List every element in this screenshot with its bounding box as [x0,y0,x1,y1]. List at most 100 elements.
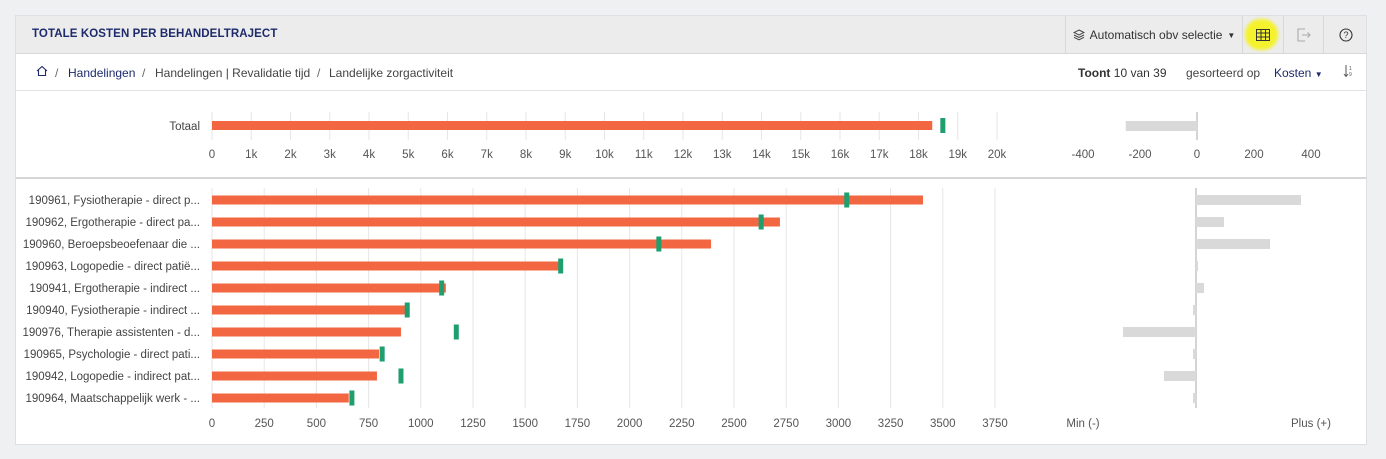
x-tick-label: 12k [674,149,693,161]
layers-icon [1072,29,1085,41]
x-tick-label: 2250 [669,418,695,430]
marker [844,192,850,208]
sort-field: Kosten [1274,66,1312,80]
x-tick-label: 750 [359,418,378,430]
x-tick-label: 13k [713,149,732,161]
selection-label: Automatisch obv selectie [1089,28,1223,42]
x-tick-label: 18k [909,149,928,161]
x-tick-label: 3000 [826,418,852,430]
sort-dropdown[interactable]: Kosten ▼ [1274,66,1323,80]
category-label: 190964, Maatschappelijk werk - ... [25,393,200,405]
shows-count: Toont 10 van 39 [1078,66,1167,80]
chevron-down-icon: ▼ [1314,70,1323,79]
breadcrumb-item-handelingen[interactable]: Handelingen [68,66,136,80]
diff-tick-label: 200 [1244,149,1263,161]
min-label: Min (-) [1066,418,1099,430]
diff-bar [1193,349,1196,359]
export-button[interactable] [1283,16,1323,54]
diff-bar [1196,217,1224,227]
diff-bar-total [1125,121,1197,131]
bar [212,371,377,381]
bar [212,349,380,359]
home-icon[interactable] [36,65,48,80]
diff-bar [1196,239,1270,249]
marker [404,302,410,318]
x-tick-label: 20k [988,149,1007,161]
diff-bar [1164,371,1196,381]
help-button[interactable]: ? [1323,16,1368,54]
bar [212,239,712,249]
diff-bar [1123,327,1196,337]
table-icon [1256,29,1270,41]
shows-label: Toont [1078,66,1111,80]
category-label: 190960, Beroepsbeoefenaar die ... [23,239,200,251]
x-tick-label: 1250 [460,418,486,430]
category-label: 190976, Therapie assistenten - d... [22,327,200,339]
marker [379,346,385,362]
sorted-by-label: gesorteerd op [1186,66,1261,80]
x-tick-label: 2750 [773,418,799,430]
x-tick-label: 2000 [617,418,643,430]
x-tick-label: 2k [284,149,296,161]
x-tick-label: 1500 [512,418,538,430]
diff-tick-label: 400 [1301,149,1320,161]
bar [212,305,406,315]
shows-value: 10 van 39 [1113,66,1167,80]
x-tick-label: 10k [595,149,614,161]
marker [453,324,459,340]
chevron-down-icon: ▼ [1227,30,1236,40]
diff-tick-label: -200 [1128,149,1151,161]
section-divider [16,177,1366,179]
bar-total [212,121,933,130]
diff-bar [1196,195,1301,205]
breadcrumb-item-zorgactiviteit: Landelijke zorgactiviteit [329,66,454,80]
x-tick-label: 11k [635,149,653,161]
chart-title: TOTALE KOSTEN PER BEHANDELTRAJECT [32,28,278,40]
marker [439,280,445,296]
diff-tick-label: -400 [1071,149,1094,161]
x-tick-label: 2500 [721,418,747,430]
marker [656,236,662,252]
plus-label: Plus (+) [1291,418,1331,430]
x-tick-label: 9k [559,149,571,161]
category-label: 190963, Logopedie - direct patië... [25,261,200,273]
x-tick-label: 8k [520,149,532,161]
x-tick-label: 15k [791,149,810,161]
x-tick-label: 3250 [878,418,904,430]
x-tick-label: 500 [307,418,326,430]
x-tick-label: 3k [324,149,336,161]
breadcrumb-item-revalidatie[interactable]: Handelingen | Revalidatie tijd [155,66,311,80]
bar [212,327,401,337]
marker [349,390,355,406]
x-tick-label: 14k [752,149,771,161]
x-tick-label: 3500 [930,418,956,430]
breadcrumb: / Handelingen / Handelingen | Revalidati… [16,55,1366,91]
table-view-button[interactable] [1242,16,1283,54]
selection-dropdown[interactable]: Automatisch obv selectie ▼ [1065,16,1242,54]
diff-tick-label: 0 [1194,149,1200,161]
diff-bar [1193,393,1196,403]
x-tick-label: 4k [363,149,375,161]
diff-bar [1196,283,1204,293]
svg-text:1: 1 [1349,66,1352,72]
x-tick-label: 0 [209,149,215,161]
x-tick-label: 3750 [982,418,1008,430]
x-tick-label: 17k [870,149,889,161]
svg-text:9: 9 [1349,72,1352,78]
marker [558,258,564,274]
breadcrumb-separator: / [142,66,146,80]
x-tick-label: 1000 [408,418,434,430]
category-label: 190965, Psychologie - direct pati... [24,349,200,361]
bar [212,195,923,205]
bar [212,283,446,293]
category-label: Totaal [169,121,200,133]
category-label: 190961, Fysiotherapie - direct p... [29,195,200,207]
marker [758,214,764,230]
x-tick-label: 1k [245,149,257,161]
category-label: 190962, Ergotherapie - direct pa... [25,217,200,229]
sort-icon: 19 [1343,65,1352,78]
help-icon: ? [1339,28,1353,42]
diff-bar [1193,305,1196,315]
